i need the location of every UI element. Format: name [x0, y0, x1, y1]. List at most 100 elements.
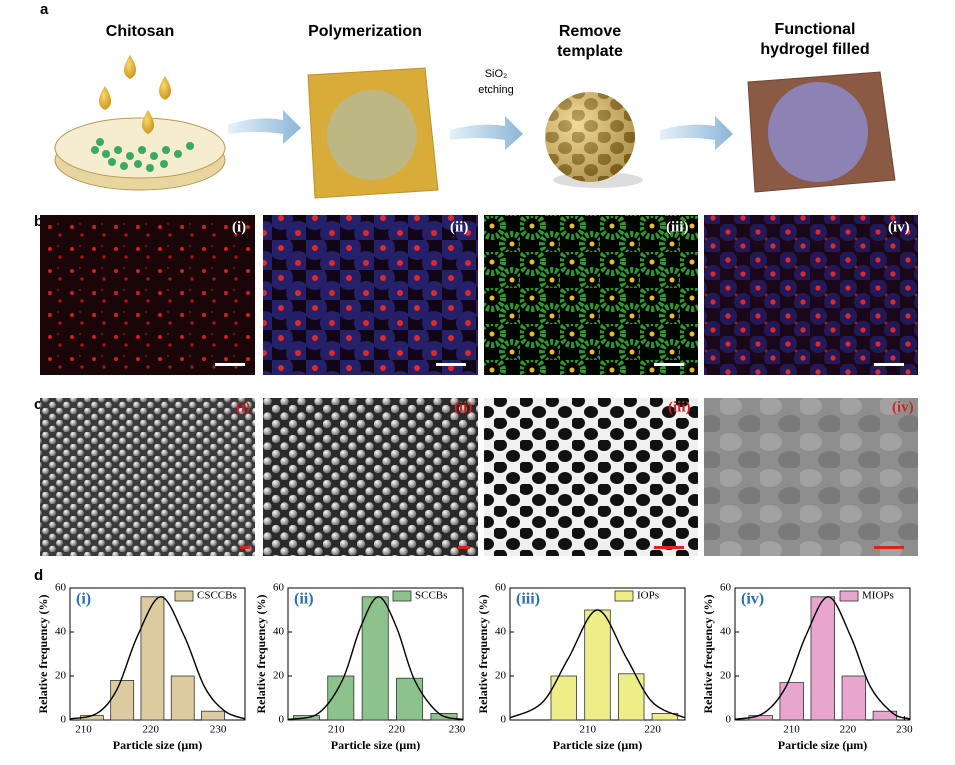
- x-tick-label: 220: [143, 724, 160, 736]
- y-tick-label: 40: [720, 626, 732, 638]
- template-sphere: [545, 92, 643, 188]
- step-title: Polymerization: [308, 23, 422, 40]
- arrow-note: SiO₂: [485, 68, 508, 80]
- legend-swatch: [839, 590, 859, 602]
- y-tick-label: 60: [495, 582, 507, 594]
- legend-label: SCCBs: [415, 590, 447, 602]
- x-axis-label: Particle size (μm): [331, 738, 420, 752]
- chart-panel-label: (i): [76, 591, 91, 608]
- bar: [617, 673, 645, 721]
- y-tick-label: 40: [495, 626, 507, 638]
- polymer-block: [307, 67, 439, 199]
- legend-label: IOPs: [637, 590, 659, 602]
- y-axis-label: Relative frequency (%): [476, 594, 490, 713]
- image-label: (iii): [668, 399, 691, 415]
- y-axis-label: Relative frequency (%): [701, 594, 715, 713]
- step-title: Chitosan: [106, 23, 174, 40]
- sem-image: [704, 398, 918, 556]
- panel-label: a: [40, 1, 49, 18]
- bar: [841, 675, 867, 721]
- bar: [810, 596, 835, 721]
- fluorescence-image: [484, 215, 698, 375]
- y-tick-label: 20: [273, 670, 285, 682]
- bar: [584, 609, 611, 721]
- image-label: (ii): [450, 219, 468, 235]
- legend-label: CSCCBs: [197, 590, 237, 602]
- legend-swatch: [614, 590, 634, 602]
- legend-label: MIOPs: [862, 590, 894, 602]
- y-tick-label: 60: [55, 582, 67, 594]
- x-tick-label: 210: [783, 724, 800, 736]
- y-tick-label: 40: [273, 626, 285, 638]
- bar: [651, 713, 679, 721]
- image-label: (ii): [454, 399, 472, 415]
- legend-swatch: [174, 590, 194, 602]
- bar: [110, 680, 135, 721]
- arrow: [660, 116, 733, 150]
- fit-curve: [287, 596, 464, 721]
- sem-image: [484, 398, 698, 556]
- bar: [872, 710, 898, 721]
- image-label: (iv): [892, 399, 914, 415]
- fluorescence-image: [263, 215, 478, 375]
- petri-dish: [54, 55, 226, 191]
- panel-label: c: [34, 396, 42, 413]
- arrow-note: etching: [478, 84, 513, 96]
- fit-curve: [509, 609, 686, 719]
- sem-image: [40, 398, 255, 556]
- x-tick-label: 230: [210, 724, 227, 736]
- hydrogel-block: [747, 71, 896, 193]
- x-tick-label: 230: [449, 724, 466, 736]
- scale-bars: [215, 363, 904, 366]
- image-label: (iii): [666, 219, 689, 235]
- bar: [361, 596, 389, 721]
- image-label: (i): [232, 219, 246, 235]
- bar: [201, 710, 225, 721]
- step-title: Remove: [559, 23, 621, 40]
- x-axis-label: Particle size (μm): [553, 738, 642, 752]
- step-title: Functional: [775, 21, 856, 38]
- x-axis-label: Particle size (μm): [778, 738, 867, 752]
- x-tick-label: 210: [580, 724, 597, 736]
- sem-image: [263, 398, 478, 556]
- fit-curve: [69, 596, 246, 720]
- bar: [779, 682, 804, 721]
- x-tick-label: 220: [644, 724, 661, 736]
- y-tick-label: 20: [55, 670, 67, 682]
- y-tick-label: 0: [501, 714, 507, 726]
- chart-panel-label: (iii): [516, 591, 540, 608]
- y-tick-label: 60: [273, 582, 285, 594]
- fluorescence-image: [704, 215, 918, 375]
- x-axis-label: Particle size (μm): [113, 738, 202, 752]
- image-label: (i): [236, 399, 250, 415]
- x-tick-label: 230: [896, 724, 913, 736]
- y-tick-label: 20: [720, 670, 732, 682]
- y-axis-label: Relative frequency (%): [254, 594, 268, 713]
- bar: [140, 596, 165, 721]
- y-tick-label: 0: [279, 714, 285, 726]
- y-tick-label: 40: [55, 626, 67, 638]
- x-tick-label: 220: [388, 724, 405, 736]
- legend-swatch: [392, 590, 412, 602]
- chart-panel-label: (iv): [741, 591, 764, 608]
- bar: [170, 675, 195, 721]
- panel-label: d: [34, 567, 43, 584]
- arrow: [228, 110, 301, 144]
- arrow: [450, 116, 523, 150]
- y-tick-label: 0: [61, 714, 67, 726]
- y-tick-label: 0: [726, 714, 732, 726]
- y-axis-label: Relative frequency (%): [36, 594, 50, 713]
- x-tick-label: 210: [328, 724, 345, 736]
- bar: [396, 677, 424, 721]
- x-tick-label: 220: [840, 724, 857, 736]
- y-tick-label: 20: [495, 670, 507, 682]
- y-tick-label: 60: [720, 582, 732, 594]
- image-label: (iv): [888, 219, 910, 235]
- step-title: hydrogel filled: [760, 41, 869, 58]
- fluorescence-image: [40, 215, 255, 375]
- x-tick-label: 210: [75, 724, 92, 736]
- scale-bars: [240, 546, 904, 549]
- step-title: template: [557, 43, 623, 60]
- fit-curve: [734, 596, 911, 721]
